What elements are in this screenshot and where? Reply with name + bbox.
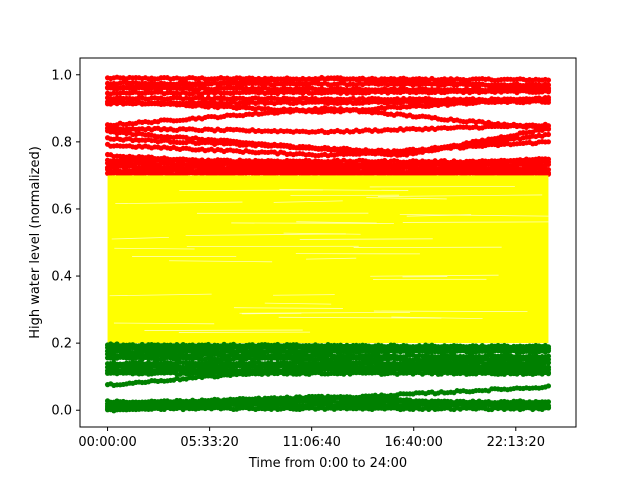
band-gap <box>406 214 472 217</box>
x-axis-label: Time from 0:00 to 24:00 <box>248 456 407 471</box>
band-gap <box>306 257 357 260</box>
band-gap <box>185 233 346 236</box>
data-point <box>545 95 552 101</box>
data-point <box>545 139 552 145</box>
series-layer <box>104 74 552 414</box>
data-point <box>545 360 552 366</box>
band-gap <box>113 322 215 325</box>
band-gap <box>109 293 212 297</box>
data-point <box>545 399 552 405</box>
band-gap <box>377 194 543 197</box>
band-gap <box>296 221 377 224</box>
y-axis-label: High water level (normalized) <box>28 146 43 339</box>
band-gap <box>370 274 499 277</box>
x-axis-ticks: 00:00:00 05:33:20 11:06:40 16:40:00 22:13:20 <box>78 427 545 450</box>
band-gap <box>233 307 343 309</box>
band-gap <box>273 294 335 296</box>
data-point <box>545 89 552 95</box>
data-point <box>545 131 552 138</box>
band-gap <box>239 311 411 314</box>
data-point <box>545 348 552 354</box>
x-tick-label: 00:00:00 <box>78 435 136 450</box>
band-gap <box>231 222 394 224</box>
band-gap <box>283 232 361 235</box>
band-gap <box>278 316 442 319</box>
y-tick-label: 1.0 <box>51 68 72 83</box>
y-axis-ticks: 0.0 0.2 0.4 0.6 0.8 1.0 <box>51 68 80 419</box>
x-tick-label: 16:40:00 <box>385 435 443 450</box>
band-gap <box>366 197 447 200</box>
plot-area <box>79 57 577 428</box>
data-point <box>545 369 552 376</box>
data-point <box>545 126 552 132</box>
x-tick-label: 22:13:20 <box>487 435 545 450</box>
band-gap <box>241 312 302 315</box>
band-gap <box>279 189 409 191</box>
x-tick-label: 05:33:20 <box>180 435 238 450</box>
band-gap <box>169 260 273 263</box>
axes-frame <box>79 57 577 428</box>
series-0 <box>104 74 552 178</box>
y-tick-label: 0.8 <box>51 135 72 150</box>
series-1 <box>107 175 549 344</box>
y-tick-label: 0.6 <box>51 202 72 217</box>
band-gap <box>299 238 433 240</box>
band-gap <box>399 214 549 217</box>
band-gap <box>273 200 343 203</box>
band-gap <box>264 302 332 305</box>
y-tick-label: 0.4 <box>51 270 72 285</box>
band-gap <box>144 329 303 331</box>
band-gap <box>114 247 195 250</box>
band-gap <box>111 236 169 240</box>
band-gap <box>373 310 528 313</box>
y-tick-label: 0.0 <box>51 404 72 419</box>
series-fill-band <box>107 175 549 344</box>
data-point <box>545 99 552 105</box>
x-tick-label: 11:06:40 <box>282 435 340 450</box>
data-point <box>545 156 552 162</box>
data-point <box>545 383 552 389</box>
data-point <box>545 85 552 91</box>
data-point <box>545 77 552 83</box>
y-tick-label: 0.2 <box>51 337 72 352</box>
band-gap <box>115 201 243 205</box>
data-point <box>545 405 552 411</box>
band-gap <box>402 221 549 223</box>
data-point <box>545 161 552 168</box>
series-2 <box>104 341 552 414</box>
